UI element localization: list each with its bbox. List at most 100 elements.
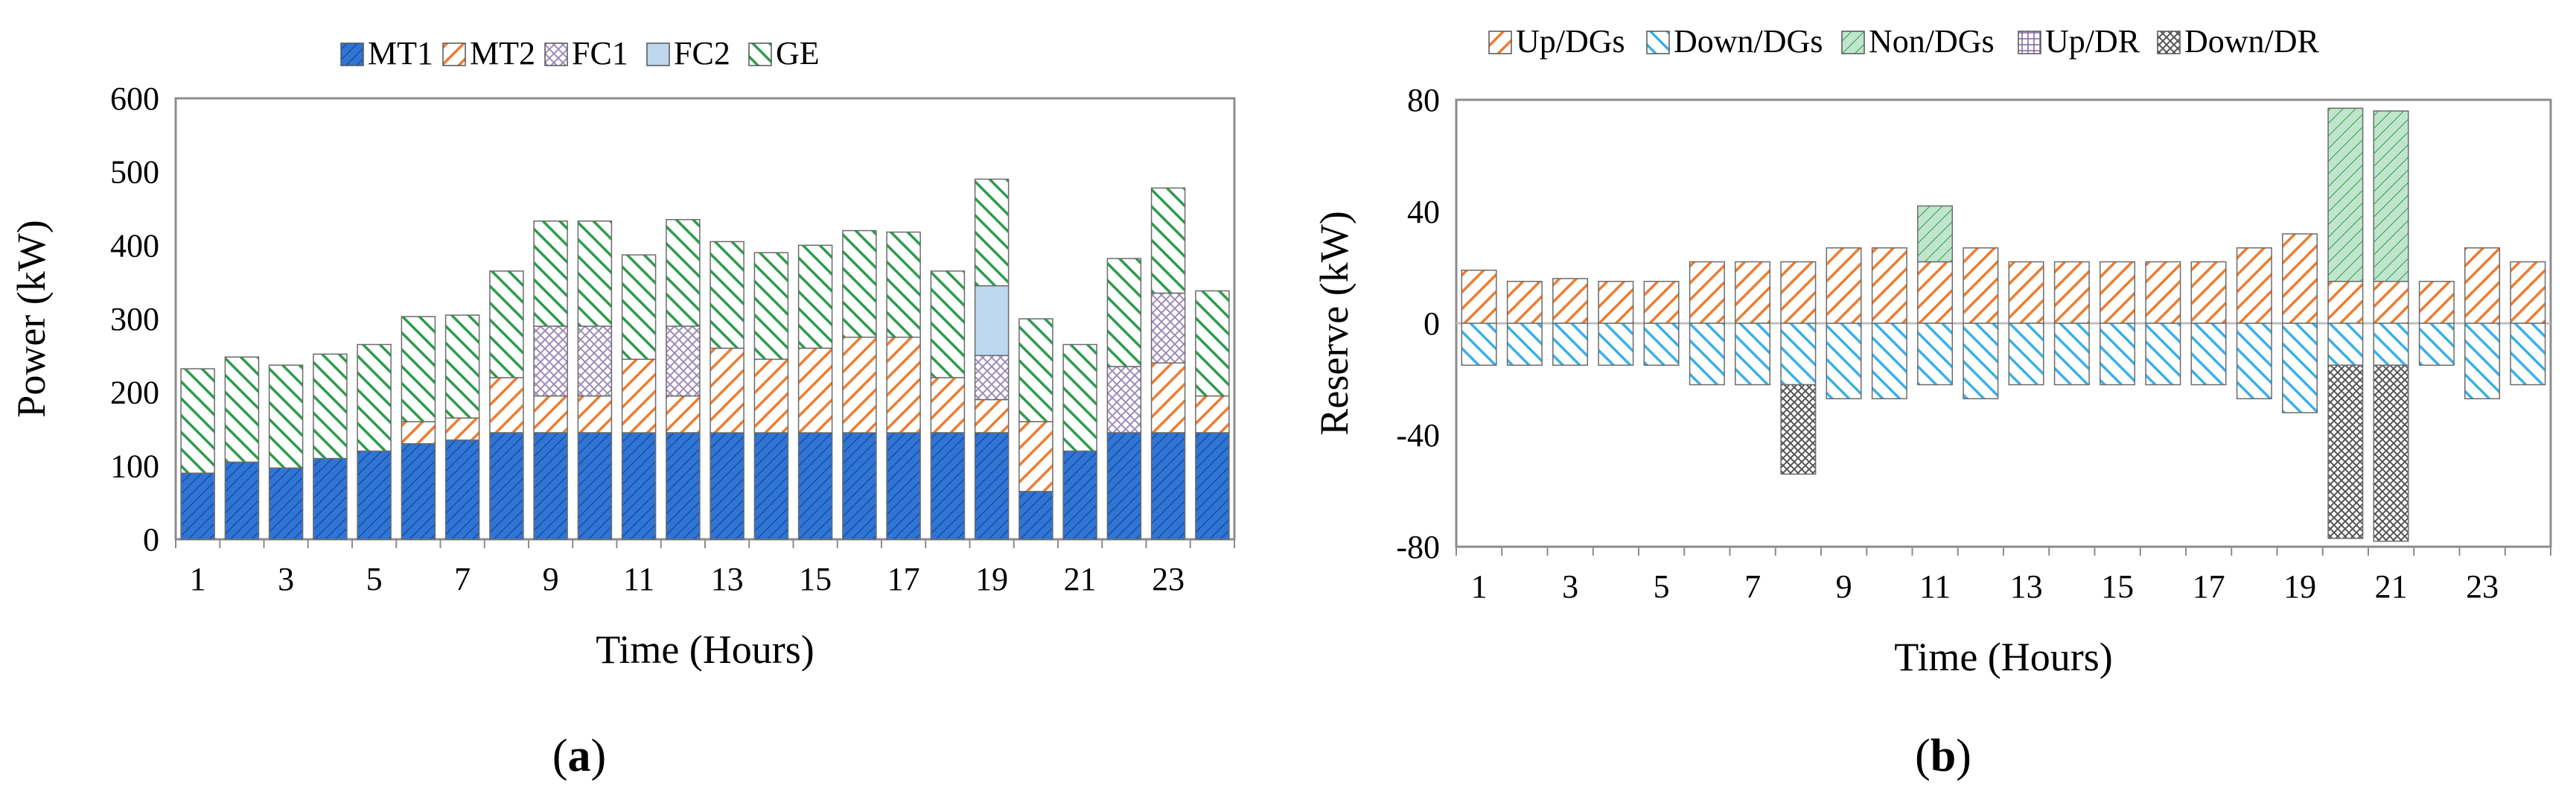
bar-down-dgs-3 — [1552, 323, 1589, 366]
bar-mt2-11 — [621, 358, 657, 434]
bar-non-dgs-11 — [1917, 205, 1954, 263]
bar-up-dgs-10 — [1871, 247, 1907, 324]
bar-mt1-12 — [666, 432, 701, 540]
bar-down-dgs-14 — [2053, 323, 2090, 386]
bar-down-dgs-13 — [2008, 323, 2044, 386]
x-axis-title-b: Time (Hours) — [1894, 635, 2113, 679]
bar-up-dgs-7 — [1735, 261, 1771, 324]
bar-up-dgs-18 — [2236, 247, 2272, 324]
x-tick-label: 13 — [2010, 568, 2043, 605]
bar-mt2-14 — [753, 358, 789, 434]
bar-non-dgs-20 — [2327, 107, 2364, 282]
legend-swatch-ge — [748, 42, 772, 66]
bar-up-dgs-4 — [1598, 281, 1634, 324]
bar-down-dgs-17 — [2190, 323, 2227, 386]
x-tick-label: 3 — [1562, 568, 1578, 605]
x-ticks-a: 1 3 5 7 9 11 13 15 17 19 21 23 — [175, 539, 1235, 597]
x-tick-label: 9 — [543, 561, 559, 597]
bar-ge-16 — [842, 229, 877, 338]
bar-ge-3 — [268, 364, 304, 469]
bar-mt2-17 — [886, 336, 921, 434]
legend-swatch-mt2 — [442, 42, 466, 66]
x-tick-label: 1 — [1471, 568, 1488, 605]
bar-mt2-20 — [1018, 421, 1053, 492]
bar-ge-13 — [710, 241, 745, 349]
y-ticks-b: -80 -40 0 40 80 — [1396, 82, 1440, 565]
bar-down-dgs-19 — [2282, 323, 2318, 413]
legend-a: MT1 MT2 FC1 FC2 GE — [340, 35, 820, 72]
bar-non-dgs-21 — [2373, 110, 2409, 282]
bar-up-dgs-21 — [2373, 281, 2409, 324]
y-tick-label: 600 — [110, 80, 159, 117]
bar-up-dgs-6 — [1689, 261, 1725, 324]
legend-label-fc1: FC1 — [572, 35, 628, 72]
y-axis-title-a: Power (kW) — [9, 220, 54, 417]
bar-down-dgs-7 — [1735, 323, 1771, 386]
bar-down-dr-20 — [2327, 364, 2364, 539]
y-tick-label: -40 — [1396, 417, 1440, 454]
y-tick-label: 0 — [1424, 305, 1440, 342]
bar-down-dgs-4 — [1598, 323, 1634, 366]
bar-up-dgs-19 — [2282, 233, 2318, 324]
legend-label-non-dgs: Non/DGs — [1869, 23, 1995, 60]
bar-down-dr-21 — [2373, 364, 2409, 542]
bar-mt1-20 — [1018, 491, 1053, 540]
legend-label-up-dr: Up/DR — [2045, 23, 2140, 60]
bar-mt2-6 — [401, 421, 436, 445]
y-tick-label: 500 — [110, 154, 159, 191]
legend-swatch-fc2 — [646, 42, 670, 66]
bar-down-dgs-9 — [1826, 323, 1862, 400]
bar-ge-20 — [1018, 318, 1053, 422]
bar-mt2-7 — [444, 417, 480, 441]
bar-up-dgs-2 — [1506, 281, 1543, 324]
x-tick-label: 3 — [278, 561, 294, 597]
bar-mt1-2 — [224, 461, 260, 540]
bar-mt1-16 — [842, 432, 877, 540]
bar-mt1-19 — [974, 432, 1010, 540]
bar-mt2-13 — [710, 347, 745, 434]
bar-mt1-14 — [753, 432, 789, 540]
bar-mt1-23 — [1150, 432, 1186, 540]
y-tick-label: 100 — [110, 448, 159, 484]
bar-down-dgs-22 — [2418, 323, 2455, 366]
legend-swatch-up-dgs — [1488, 31, 1512, 54]
x-tick-label: 13 — [711, 561, 744, 597]
chart-b: Up/DGs Down/DGs Non/DGs Up/DR Down/DR -80 -40… — [1312, 23, 2552, 781]
bar-up-dgs-22 — [2418, 281, 2455, 324]
bar-up-dgs-11 — [1917, 261, 1954, 324]
legend-swatch-down-dgs — [1646, 31, 1670, 54]
bar-down-dgs-15 — [2100, 323, 2136, 386]
bar-ge-1 — [180, 368, 215, 474]
bar-ge-5 — [357, 343, 392, 452]
bar-ge-4 — [313, 353, 348, 460]
y-tick-label: 80 — [1407, 82, 1440, 118]
bar-down-dgs-6 — [1689, 323, 1725, 386]
bar-ge-23 — [1150, 187, 1186, 294]
bar-fc1-10 — [577, 326, 613, 397]
bar-ge-24 — [1195, 290, 1230, 397]
bar-up-dgs-3 — [1552, 278, 1589, 324]
bar-fc1-12 — [666, 326, 701, 397]
bar-mt1-24 — [1195, 432, 1230, 540]
bar-down-dgs-1 — [1461, 323, 1497, 366]
bar-mt2-9 — [533, 395, 568, 434]
legend-label-up-dgs: Up/DGs — [1516, 23, 1625, 60]
x-tick-label: 21 — [2375, 568, 2408, 605]
x-tick-label: 11 — [1919, 568, 1951, 605]
bar-up-dgs-12 — [1963, 247, 1999, 324]
panel-label-a: (a) — [552, 731, 606, 781]
bar-ge-18 — [930, 270, 966, 378]
bar-fc1-19 — [974, 355, 1010, 401]
bar-ge-6 — [401, 316, 436, 422]
x-tick-label: 1 — [190, 561, 206, 597]
bar-mt1-15 — [797, 432, 833, 540]
bar-down-dgs-16 — [2145, 323, 2181, 386]
panel-label-b: (b) — [1915, 731, 1971, 781]
bar-ge-12 — [666, 219, 701, 327]
bar-mt1-3 — [268, 467, 304, 540]
bar-mt1-8 — [489, 432, 524, 540]
bar-mt2-24 — [1195, 395, 1230, 434]
bar-mt1-4 — [313, 457, 348, 540]
